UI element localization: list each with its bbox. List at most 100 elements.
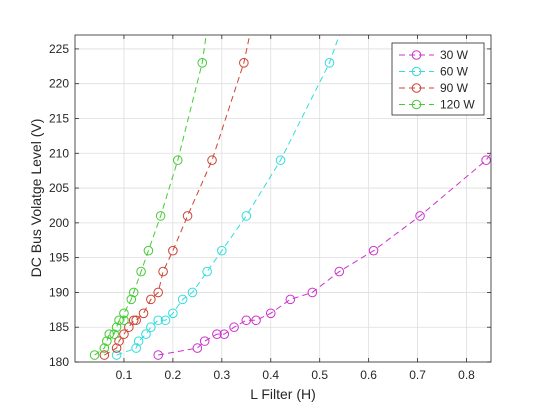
data-point (241, 211, 252, 221)
legend-label: 30 W (440, 48, 469, 62)
series-line (116, 35, 340, 356)
data-point (265, 308, 276, 319)
data-point (219, 329, 230, 339)
data-point (126, 294, 137, 305)
series-60w (111, 35, 340, 360)
data-point (212, 329, 222, 339)
data-point (160, 315, 171, 326)
legend-item: 120 W (399, 98, 475, 112)
data-point (172, 155, 183, 166)
legend-item: 90 W (399, 81, 469, 95)
legend-items: 30 W 60 W 90 W 120 W (399, 48, 475, 112)
x-axis-label: L Filter (H) (250, 386, 316, 402)
data-point (111, 350, 122, 360)
y-tick-label: 225 (49, 42, 69, 56)
data-point (155, 211, 166, 221)
data-point (368, 245, 379, 256)
data-point (197, 58, 208, 68)
data-point (229, 322, 239, 333)
data-point (136, 266, 146, 277)
data-point (131, 315, 141, 326)
data-point (89, 350, 100, 360)
data-point (158, 266, 168, 277)
data-point (192, 343, 203, 353)
data-point (153, 350, 163, 360)
legend-marker (411, 50, 422, 60)
data-point (153, 287, 163, 298)
y-tick-label: 220 (49, 77, 69, 91)
y-tick-label: 180 (49, 355, 69, 369)
legend-marker (411, 99, 422, 110)
legend-label: 120 W (440, 98, 475, 112)
data-point (119, 315, 129, 326)
data-point (114, 336, 124, 346)
y-tick-label: 210 (49, 146, 69, 160)
data-point (99, 350, 110, 360)
legend-marker (411, 83, 422, 93)
data-point (207, 155, 217, 166)
data-point (119, 329, 129, 339)
data-point (168, 308, 178, 319)
data-point (177, 294, 188, 305)
legend-label: 60 W (440, 65, 469, 79)
data-point (202, 266, 212, 277)
data-point (239, 58, 249, 68)
data-point (285, 294, 296, 305)
data-point (146, 322, 156, 333)
data-point (124, 322, 134, 333)
data-point (102, 336, 112, 346)
data-point (133, 336, 144, 346)
data-point (217, 245, 227, 256)
data-point (99, 343, 110, 353)
data-point (128, 315, 139, 326)
data-point (138, 308, 149, 319)
data-point (307, 287, 318, 298)
legend-label: 90 W (440, 81, 469, 95)
x-tick-label: 0.1 (116, 368, 133, 382)
x-tick-label: 0.7 (409, 368, 426, 382)
series-120w (89, 35, 208, 360)
y-tick-label: 185 (49, 320, 69, 334)
data-point (187, 287, 198, 298)
data-point (111, 343, 122, 353)
legend-box (391, 42, 485, 116)
data-point (324, 58, 335, 68)
data-point (481, 155, 491, 166)
plot-frame (74, 34, 492, 363)
data-point (415, 211, 425, 221)
data-point (153, 315, 163, 326)
y-tick-label: 205 (49, 181, 69, 195)
legend: 30 W 60 W 90 W 120 W (391, 42, 485, 116)
data-point (128, 287, 139, 298)
data-point (119, 308, 129, 319)
series-90w (99, 35, 251, 360)
y-tick-label: 195 (49, 251, 69, 265)
tick-marks (75, 35, 491, 363)
data-point (199, 336, 210, 346)
series-line (158, 152, 491, 356)
legend-marker (411, 66, 422, 77)
y-axis-label: DC Bus Volatge Level (V) (28, 119, 44, 278)
data-point (241, 315, 252, 326)
data-point (114, 315, 124, 326)
data-point (334, 266, 345, 277)
data-point (146, 294, 156, 305)
y-tick-labels: 180 185 190 195 200 205 210 215 220 225 (49, 42, 69, 369)
x-tick-label: 0.8 (458, 368, 475, 382)
y-tick-label: 190 (49, 285, 69, 299)
series-layer (89, 35, 491, 360)
data-point (251, 315, 261, 326)
data-point (168, 245, 178, 256)
y-tick-label: 215 (49, 111, 69, 125)
x-tick-labels: 0.1 0.2 0.3 0.4 0.5 0.6 0.7 0.8 (116, 368, 476, 382)
x-tick-label: 0.4 (262, 368, 279, 382)
data-point (182, 211, 193, 221)
data-point (143, 245, 154, 256)
series-line (94, 35, 207, 356)
x-tick-label: 0.3 (213, 368, 230, 382)
data-point (111, 322, 122, 333)
x-tick-label: 0.6 (360, 368, 377, 382)
data-point (275, 155, 286, 166)
x-tick-label: 0.2 (165, 368, 182, 382)
